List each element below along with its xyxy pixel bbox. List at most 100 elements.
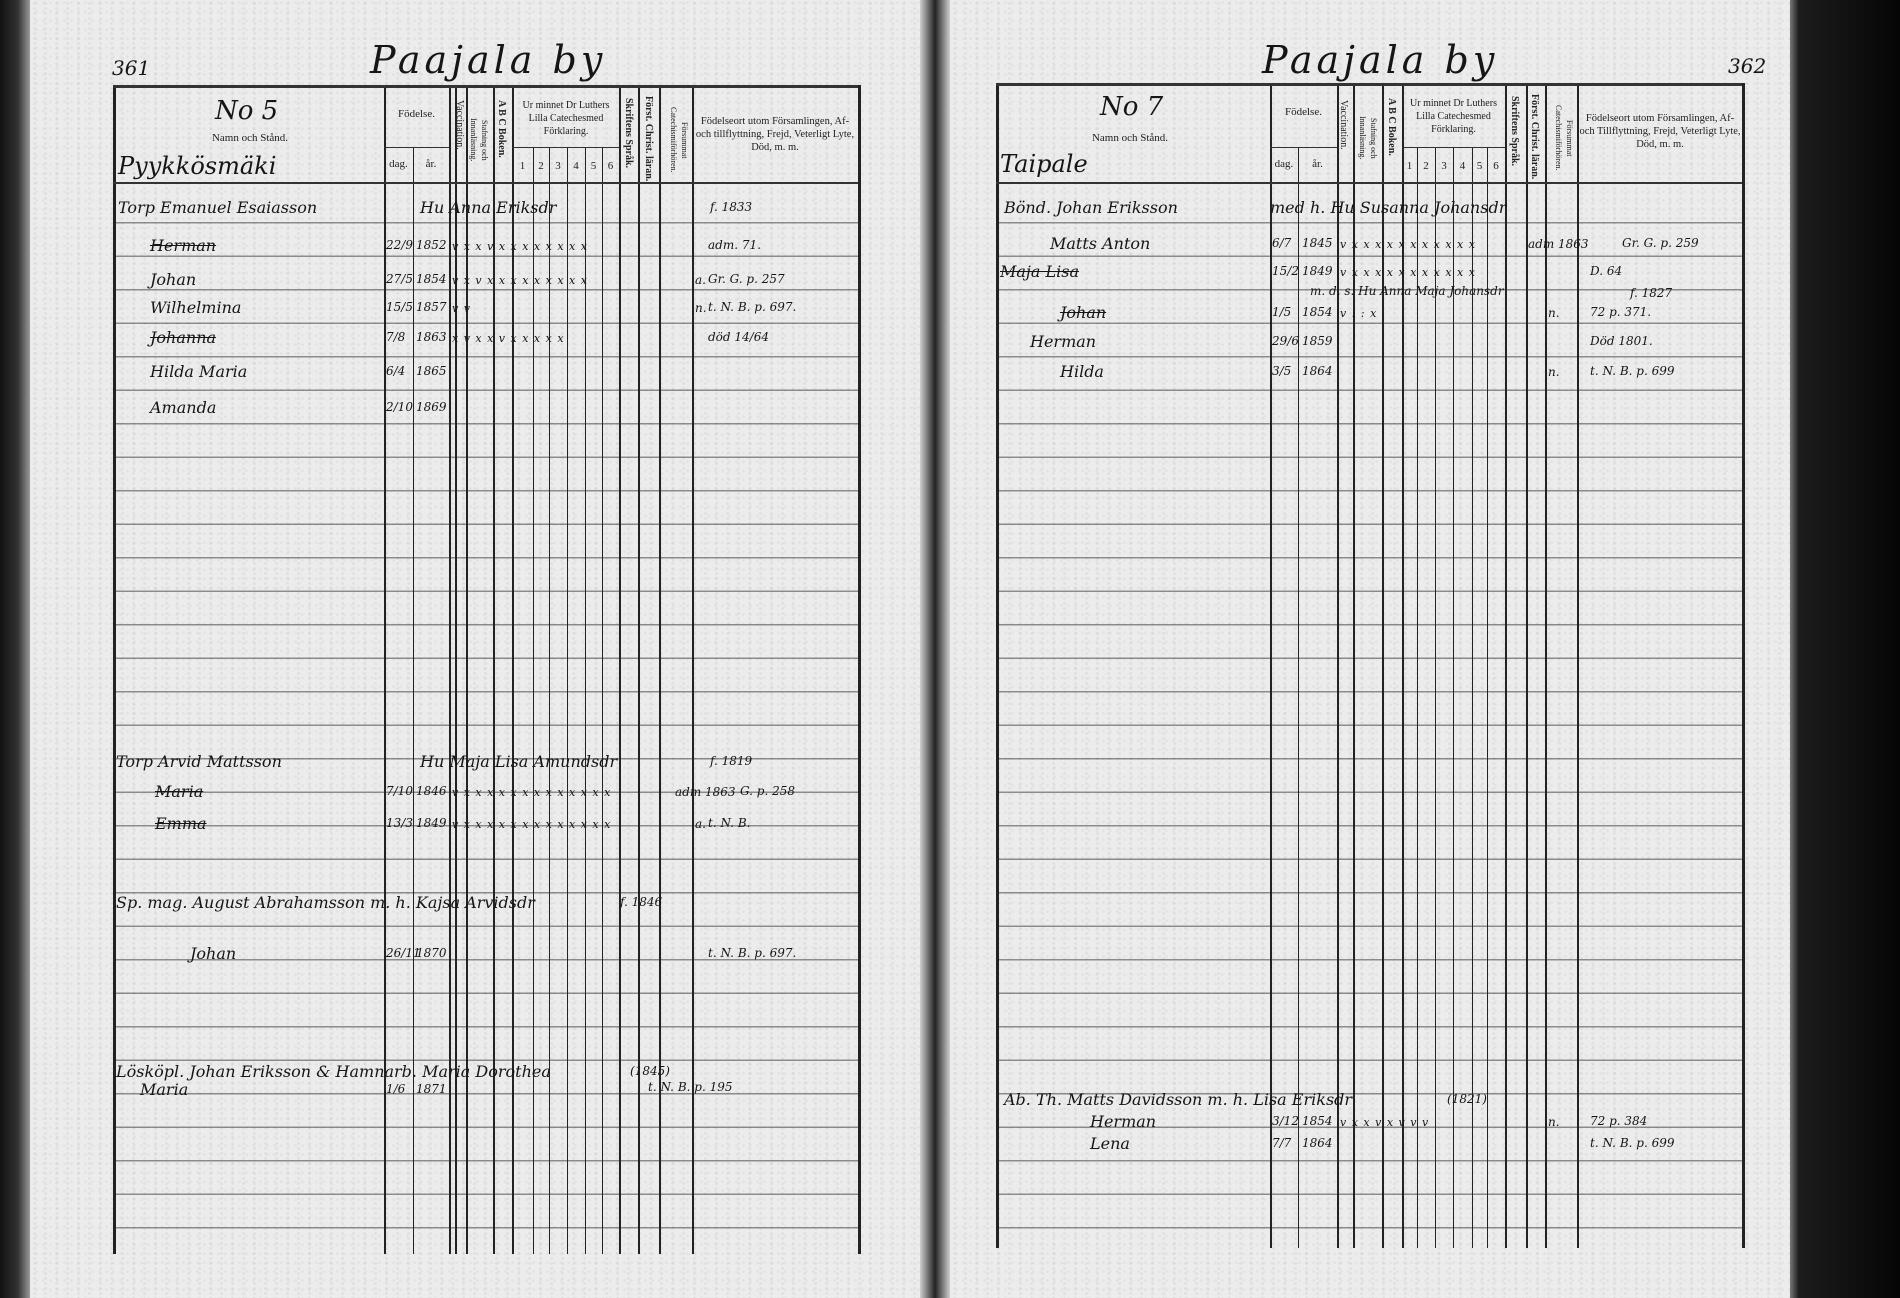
header-abc: A B C Boken. xyxy=(1386,98,1397,156)
column-rule xyxy=(1545,83,1547,1248)
entry-flag: n. xyxy=(1548,365,1560,379)
entry-name: Johan xyxy=(150,270,197,289)
entry-flag: a. xyxy=(695,273,706,287)
book-gutter xyxy=(920,0,950,1298)
entry-note: 72 p. 371. xyxy=(1590,305,1652,319)
scan-edge-right xyxy=(1790,0,1900,1298)
birth-day: 2/10 xyxy=(386,400,413,414)
column-rule xyxy=(549,147,551,1254)
birth-year: 1859 xyxy=(1302,334,1333,348)
catechism-part-number: 2 xyxy=(538,160,544,172)
entry-note: t. N. B. p. 699 xyxy=(1590,364,1675,378)
catechism-marks: x v x x v x x x x x xyxy=(452,332,565,345)
birth-year: 1864 xyxy=(1302,364,1333,378)
entry-name: Johanna xyxy=(150,328,217,347)
entry-note: Gr. G. p. 257 xyxy=(708,272,785,286)
column-rule xyxy=(858,85,861,1254)
catechism-marks: v x x x x x x x x x x x xyxy=(1340,266,1476,279)
catechism-part-number: 5 xyxy=(590,160,597,172)
column-rule xyxy=(384,85,386,1254)
birth-year: 1864 xyxy=(1302,1136,1333,1150)
birth-year: 1854 xyxy=(416,272,447,286)
header-abc: A B C Boken. xyxy=(496,100,507,158)
column-rule xyxy=(1435,147,1437,1248)
column-rule xyxy=(1382,83,1384,1248)
header-day: dag. xyxy=(389,158,408,170)
column-rule xyxy=(638,85,640,1254)
column-rule xyxy=(1472,147,1474,1248)
entry-note: adm. 71. xyxy=(708,238,761,252)
entry-note: f. 1833 xyxy=(710,200,753,214)
birth-year: 1871 xyxy=(416,1082,447,1096)
column-rule xyxy=(493,85,495,1254)
catechism-part-number: 3 xyxy=(1441,160,1447,172)
birth-year: 1870 xyxy=(416,946,447,960)
entry-note: Död 1801. xyxy=(1590,334,1653,348)
header-day: dag. xyxy=(1274,158,1294,170)
header-catechism: Ur minnet Dr Luthers Lilla Catechesmed F… xyxy=(522,100,610,137)
catechism-marks: v x x v x v v v xyxy=(1340,1116,1430,1129)
page-number: 361 xyxy=(112,56,151,80)
header-missed: Försummat Catechismiförhören. xyxy=(1554,105,1574,171)
entry-flag: n. xyxy=(1548,1115,1560,1129)
birth-year: 1849 xyxy=(416,816,447,830)
column-rule xyxy=(455,85,457,1254)
birth-year: 1854 xyxy=(1302,1114,1333,1128)
birth-day: 27/5 xyxy=(386,272,413,286)
page-title: Paajala by xyxy=(370,38,607,82)
column-rule xyxy=(1505,83,1507,1248)
household-number: No 5 xyxy=(215,96,279,126)
header-reading: Stafning och Innanläsning. xyxy=(469,118,489,162)
column-rule xyxy=(1487,147,1489,1248)
entry-note: f. 1846 xyxy=(620,895,663,909)
entry-note: f. 1819 xyxy=(710,754,753,768)
entry-note: D. 64 xyxy=(1590,264,1623,278)
column-rule xyxy=(659,85,661,1254)
column-rule xyxy=(692,85,694,1254)
entry-name: Herman xyxy=(1030,332,1097,351)
place-name: Taipale xyxy=(1000,150,1088,178)
entry-note: f. 1827 xyxy=(1630,286,1673,300)
entry-note: t. N. B. p. 697. xyxy=(708,946,797,960)
column-rule xyxy=(1353,83,1355,1248)
catechism-part-number: 1 xyxy=(1406,160,1413,172)
column-rule xyxy=(449,85,451,1254)
entry-note: Gr. G. p. 259 xyxy=(1622,236,1699,250)
birth-day: 7/7 xyxy=(1272,1136,1292,1150)
birth-day: 6/7 xyxy=(1272,236,1292,250)
entry-note: G. p. 258 xyxy=(740,784,796,798)
catechism-marks: v x v x x x x x x x x x xyxy=(452,274,588,287)
page-number: 362 xyxy=(1728,54,1767,78)
header-christianity: Först. Christ. läran. xyxy=(1529,94,1540,180)
column-rule xyxy=(1577,83,1579,1248)
entry-name: Ab. Th. Matts Davidsson m. h. Lisa Eriks… xyxy=(1004,1090,1353,1109)
birth-day: 7/8 xyxy=(386,330,406,344)
column-rule xyxy=(1270,83,1272,1248)
catechism-part-number: 4 xyxy=(1459,160,1466,172)
column-rule xyxy=(512,85,514,1254)
row-rule xyxy=(113,182,858,184)
entry-name: Torp Emanuel Esaiasson xyxy=(118,198,318,217)
birth-day: 13/3 xyxy=(386,816,413,830)
entry-note: t. N. B. xyxy=(708,816,751,830)
column-rule xyxy=(1526,83,1528,1248)
entry-flag: a. xyxy=(695,817,706,831)
entry-name: Hilda xyxy=(1060,362,1104,381)
row-rule xyxy=(113,85,858,88)
entry-name: Maja Lisa xyxy=(1000,262,1079,281)
header-year: år. xyxy=(425,158,437,170)
birth-day: 3/12 xyxy=(1272,1114,1299,1128)
household-number: No 7 xyxy=(1100,92,1164,122)
entry-flag: adm 1863 xyxy=(1528,237,1589,251)
column-rule xyxy=(413,147,415,1254)
birth-year: 1849 xyxy=(1302,264,1333,278)
birth-day: 15/5 xyxy=(386,300,413,314)
birth-year: 1845 xyxy=(1302,236,1333,250)
catechism-part-number: 2 xyxy=(1423,160,1429,172)
birth-day: 3/5 xyxy=(1272,364,1292,378)
entry-flag: n. xyxy=(1548,306,1560,320)
birth-day: 1/5 xyxy=(1272,305,1292,319)
entry-name: Johan xyxy=(1060,303,1107,322)
header-birth: Födelse. xyxy=(1285,106,1322,118)
column-rule xyxy=(1742,83,1745,1248)
